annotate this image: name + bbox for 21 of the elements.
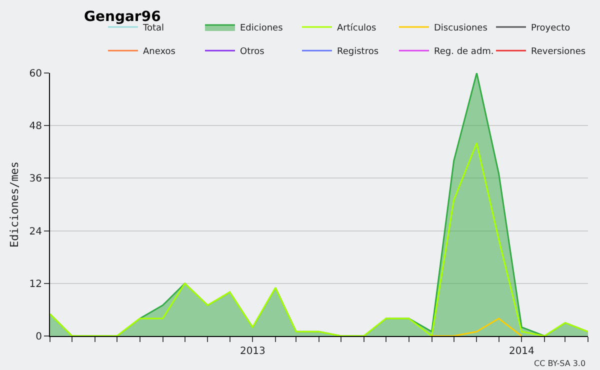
y-tick-label: 48 [29, 121, 42, 132]
legend-label: Reversiones [531, 47, 586, 58]
legend-label: Reg. de adm. [434, 47, 494, 58]
legend-label: Ediciones [240, 23, 284, 34]
y-tick-label: 0 [36, 332, 42, 342]
y-tick-label: 12 [29, 278, 42, 290]
y-tick-label: 36 [29, 174, 42, 185]
x-tick-label: 2014 [508, 346, 534, 357]
y-tick-label: 24 [29, 226, 42, 238]
chart-title: Gengar96 [84, 8, 161, 25]
legend-label: Registros [337, 47, 379, 58]
legend-label: Otros [240, 47, 265, 58]
legend-label: Anexos [143, 47, 176, 58]
legend-label: Total [142, 23, 164, 34]
legend-label: Discusiones [434, 23, 488, 34]
legend-label: Proyecto [531, 23, 571, 34]
text: CC BY-SA 3.0 [534, 359, 586, 368]
y-tick-label: 60 [29, 68, 42, 80]
x-tick-label: 2013 [240, 346, 266, 357]
legend-label: Artículos [337, 22, 377, 34]
y-axis-title: Ediciones/mes [8, 161, 21, 248]
